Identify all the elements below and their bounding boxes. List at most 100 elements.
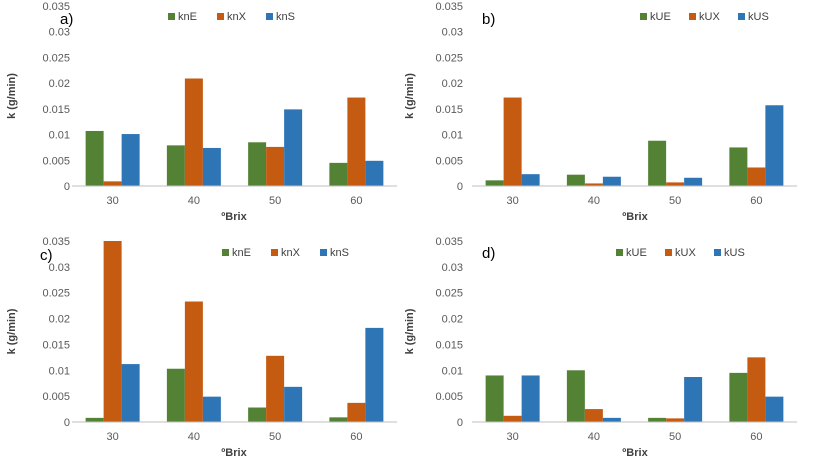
- y-tick-label: 0.03: [49, 27, 70, 39]
- y-tick-label: 0: [457, 181, 463, 193]
- x-tick-label: 40: [188, 195, 200, 207]
- y-tick-label: 0.03: [442, 27, 463, 39]
- y-tick-label: 0.03: [442, 262, 463, 274]
- chart-panel-2: 0 0.005 0.01 0.015 0.02 0.025 0.03 0.035 k (g/mi…: [404, 1, 797, 223]
- x-tick-label: 50: [269, 431, 281, 443]
- x-tick-label: 30: [107, 195, 119, 207]
- legend-label-kUS: kUS: [748, 11, 769, 23]
- legend-swatch-kUS: [738, 13, 745, 20]
- legend-label-kUX: kUX: [675, 247, 696, 259]
- legend-label-knS: knS: [276, 11, 295, 23]
- y-tick-label: 0.02: [49, 78, 70, 90]
- y-tick-label: 0.015: [42, 104, 70, 116]
- y-tick-label: 0.025: [435, 288, 463, 300]
- bar-knE-50: [248, 142, 267, 186]
- y-tick-label: 0.02: [442, 314, 463, 326]
- bar-kUE-60: [729, 147, 748, 186]
- y-tick-label: 0.01: [442, 130, 463, 142]
- bar-knX-40: [184, 78, 203, 186]
- legend-swatch-knE: [222, 249, 229, 256]
- bar-knS-50: [284, 109, 303, 186]
- bar-kUE-40: [566, 370, 585, 422]
- x-tick-label: 60: [750, 431, 762, 443]
- x-tick-label: 40: [588, 195, 600, 207]
- y-tick-label: 0.02: [49, 314, 70, 326]
- y-tick-label: 0.01: [49, 365, 70, 377]
- bar-knE-40: [166, 145, 185, 186]
- x-tick-label: 30: [507, 431, 519, 443]
- legend-label-knS: knS: [330, 247, 349, 259]
- bar-kUS-40: [602, 417, 621, 422]
- legend-label-knX: knX: [281, 247, 301, 259]
- bar-knX-40: [184, 301, 203, 422]
- bar-knE-40: [166, 368, 185, 422]
- bar-knS-40: [202, 396, 221, 422]
- bar-kUX-60: [747, 357, 766, 422]
- y-tick-label: 0.025: [435, 52, 463, 64]
- legend-label-kUE: kUE: [650, 11, 671, 23]
- y-tick-label: 0.035: [435, 1, 463, 13]
- x-axis-title: ºBrix: [221, 447, 247, 459]
- legend-label-kUE: kUE: [626, 247, 647, 259]
- y-tick-label: 0.035: [435, 236, 463, 248]
- panel-label: a): [60, 11, 73, 28]
- legend-swatch-knX: [271, 249, 278, 256]
- legend-swatch-knE: [168, 13, 175, 20]
- bar-kUE-30: [485, 375, 504, 422]
- x-tick-label: 30: [507, 195, 519, 207]
- chart-panel-1: 0 0.005 0.01 0.015 0.02 0.025 0.03 0.035 k (g/mi…: [6, 1, 397, 223]
- bar-kUE-50: [648, 417, 667, 422]
- legend-swatch-knX: [217, 13, 224, 20]
- bar-kUE-40: [566, 174, 585, 186]
- bar-kUX-30: [503, 415, 522, 422]
- bar-kUS-30: [521, 174, 540, 186]
- legend-swatch-kUX: [665, 249, 672, 256]
- y-axis-title: k (g/min): [404, 73, 416, 119]
- y-tick-label: 0.015: [435, 104, 463, 116]
- x-tick-label: 60: [350, 431, 362, 443]
- bar-kUS-50: [684, 377, 703, 422]
- y-tick-label: 0: [64, 417, 70, 429]
- bar-knE-50: [248, 407, 267, 422]
- bar-kUX-40: [584, 409, 603, 422]
- bar-knS-30: [121, 364, 140, 422]
- legend-label-knX: knX: [227, 11, 247, 23]
- y-tick-label: 0.025: [42, 288, 70, 300]
- y-tick-label: 0.005: [42, 155, 70, 167]
- bar-knX-60: [347, 402, 366, 422]
- bar-kUS-50: [684, 177, 703, 186]
- legend: kUE kUX kUS: [640, 11, 769, 23]
- legend-label-knE: knE: [232, 247, 251, 259]
- bar-kUS-30: [521, 375, 540, 422]
- legend-label-knE: knE: [178, 11, 197, 23]
- bar-knS-30: [121, 134, 140, 186]
- x-axis-title: ºBrix: [622, 211, 648, 223]
- legend-label-kUS: kUS: [724, 247, 745, 259]
- y-tick-label: 0.02: [442, 78, 463, 90]
- legend-swatch-knS: [320, 249, 327, 256]
- bar-kUE-50: [648, 140, 667, 186]
- x-tick-label: 50: [269, 195, 281, 207]
- legend: kUE kUX kUS: [616, 247, 745, 259]
- y-axis-title: k (g/min): [6, 308, 18, 354]
- legend-swatch-kUX: [689, 13, 696, 20]
- bar-knX-30: [103, 241, 122, 422]
- bar-knX-50: [266, 355, 285, 422]
- y-axis-title: k (g/min): [6, 73, 18, 119]
- bar-knE-30: [85, 417, 104, 422]
- y-axis-title: k (g/min): [404, 308, 416, 354]
- legend-label-kUX: kUX: [699, 11, 720, 23]
- x-axis-title: ºBrix: [221, 211, 247, 223]
- legend-swatch-kUS: [714, 249, 721, 256]
- bar-kUE-60: [729, 372, 748, 422]
- bar-knS-60: [365, 160, 384, 186]
- bar-kUX-50: [666, 418, 685, 422]
- bar-knE-60: [329, 417, 348, 422]
- chart-panel-4: 0 0.005 0.01 0.015 0.02 0.025 0.03 0.035 k (g/mi…: [404, 236, 797, 459]
- y-tick-label: 0.01: [442, 365, 463, 377]
- y-tick-label: 0.035: [42, 1, 70, 13]
- bar-knE-60: [329, 162, 348, 186]
- panel-label: d): [482, 245, 495, 262]
- x-tick-label: 60: [750, 195, 762, 207]
- x-axis-title: ºBrix: [622, 447, 648, 459]
